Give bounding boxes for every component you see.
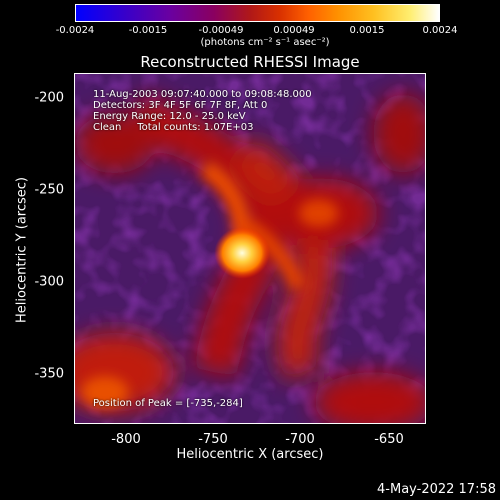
obs-time-range: 11-Aug-2003 09:07:40.000 to 09:08:48.000	[93, 89, 312, 100]
peak-position: Position of Peak = [-735,-284]	[93, 398, 243, 409]
colorbar	[75, 4, 440, 22]
x-tick-label: -800	[111, 432, 141, 447]
detectors-info: Detectors: 3F 4F 5F 6F 7F 8F, Att 0	[93, 100, 268, 111]
rhessi-image	[75, 74, 425, 423]
x-tick-label: -650	[374, 432, 404, 447]
colorbar-units: (photons cm⁻² s⁻¹ asec⁻²)	[200, 37, 330, 48]
y-tick-label: -300	[34, 274, 64, 290]
plot-title: Reconstructed RHESSI Image	[140, 53, 360, 71]
x-axis-label: Heliocentric X (arcsec)	[176, 447, 324, 462]
energy-range-info: Energy Range: 12.0 - 25.0 keV	[93, 111, 246, 122]
y-tick-label: -250	[34, 182, 64, 198]
emission-layer	[75, 93, 425, 423]
y-tick-label: -200	[34, 90, 64, 106]
clean-counts-info: Clean Total counts: 1.07E+03	[93, 122, 254, 133]
emission-peak	[214, 227, 270, 279]
colorbar-tick: -0.0024	[55, 25, 95, 36]
plot-frame	[74, 73, 426, 424]
x-tick-label: -750	[198, 432, 228, 447]
colorbar-tick: 0.0015	[349, 25, 385, 36]
colorbar-tick: -0.0015	[128, 25, 168, 36]
footer-date: 4-May-2022 17:58	[377, 482, 496, 497]
colorbar-tick: 0.00049	[273, 25, 315, 36]
y-tick-label: -350	[34, 366, 64, 382]
y-axis-label: Heliocentric Y (arcsec)	[14, 177, 30, 323]
x-tick-label: -700	[285, 432, 315, 447]
colorbar-tick: 0.0024	[422, 25, 458, 36]
colorbar-tick: -0.00049	[198, 25, 244, 36]
